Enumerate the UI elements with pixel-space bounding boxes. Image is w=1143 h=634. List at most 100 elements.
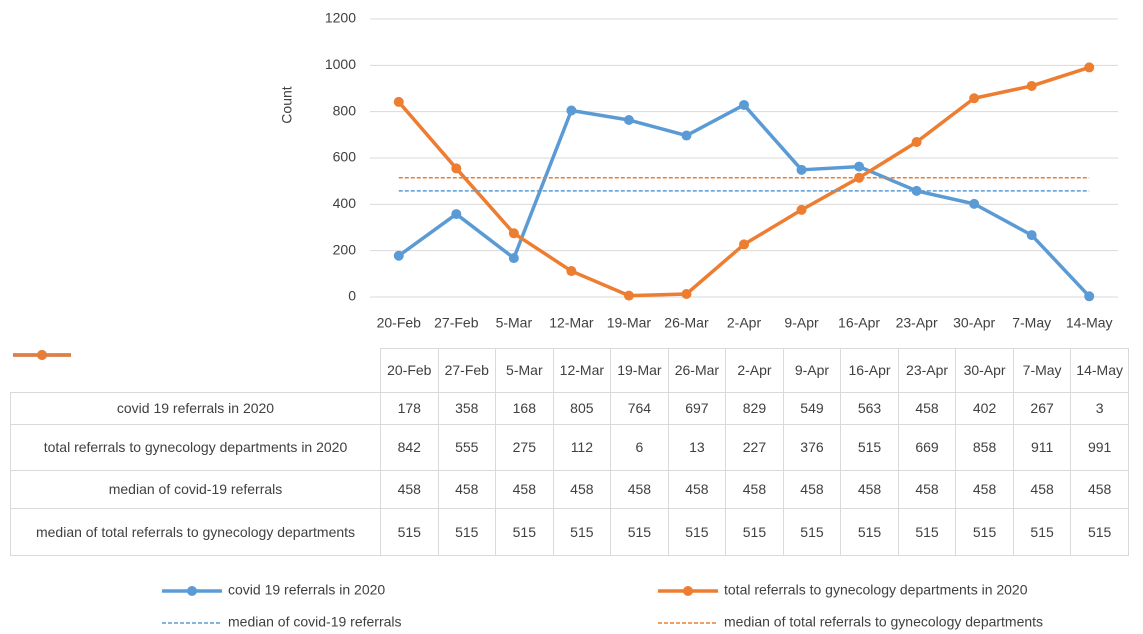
value-cell: 515: [1070, 508, 1129, 556]
row-header-content: covid 19 referrals in 2020: [12, 349, 379, 417]
point: [681, 130, 692, 141]
x-tick-label: 5-Mar: [496, 315, 533, 331]
x-tick-label: 26-Mar: [664, 315, 709, 331]
legend-marker: [683, 586, 693, 596]
row-header: median of covid-19 referrals: [10, 353, 381, 509]
legend-label: median of total referrals to gynecology …: [724, 614, 1043, 630]
value-cell: 358: [437, 392, 497, 425]
value-cell: 515: [437, 508, 497, 556]
value-cell: 515: [782, 508, 842, 556]
header-cell: 2-Apr: [725, 348, 784, 393]
row-header-content: median of total referrals to gynecology …: [12, 353, 379, 541]
x-tick-label: 16-Apr: [838, 315, 880, 331]
point: [623, 290, 634, 301]
value-cell: 829: [725, 392, 784, 425]
header-cell: 19-Mar: [610, 348, 669, 393]
value-cell: 555: [437, 424, 497, 471]
y-tick-label: 1000: [325, 56, 356, 72]
value-cell: 458: [1070, 470, 1129, 509]
value-cell: 458: [552, 470, 612, 509]
point: [739, 99, 749, 110]
y-tick-label: 200: [333, 241, 357, 257]
y-tick-label: 400: [333, 195, 357, 211]
point: [566, 105, 577, 116]
header-cell: 16-Apr: [840, 348, 899, 393]
series-name: covid 19 referrals in 2020: [116, 400, 275, 416]
point: [623, 115, 634, 126]
value-cell: 6: [610, 424, 669, 471]
point: [681, 288, 692, 299]
point: [1026, 80, 1037, 91]
y-tick-label: 1200: [325, 10, 356, 26]
header-cell: 5-Mar: [495, 348, 554, 393]
header-cell: 23-Apr: [897, 348, 957, 393]
x-tick-label: 30-Apr: [953, 315, 995, 331]
corner-cell: [10, 348, 381, 393]
value-cell: 3: [1070, 392, 1129, 425]
legend-label: total referrals to gynecology department…: [724, 582, 1028, 598]
value-cell: 458: [840, 470, 899, 509]
point: [739, 239, 749, 250]
x-tick-label: 7-May: [1012, 315, 1051, 331]
value-cell: 911: [1012, 424, 1072, 471]
value-cell: 275: [495, 424, 554, 471]
legend-marker: [36, 349, 47, 360]
x-tick-label: 12-Mar: [549, 315, 594, 331]
point: [854, 161, 865, 172]
value-cell: 515: [840, 508, 899, 556]
value-cell: 458: [437, 470, 497, 509]
series-name: total referrals to gynecology department…: [43, 439, 348, 455]
value-cell: 458: [610, 470, 669, 509]
point: [1084, 62, 1095, 73]
data-row: median of covid-19 referrals 458 458 458 458…: [10, 353, 1129, 509]
value-cell: 549: [782, 392, 842, 425]
row-swatch: [12, 353, 71, 356]
value-cell: 458: [897, 470, 957, 509]
value-cell: 697: [667, 392, 727, 425]
header-cell: 20-Feb: [380, 348, 439, 393]
value-cell: 515: [380, 508, 439, 556]
value-cell: 458: [1012, 470, 1072, 509]
point: [451, 163, 462, 174]
point: [969, 93, 980, 104]
series-line: [397, 103, 1091, 298]
x-tick-label: 19-Mar: [607, 315, 652, 331]
value-cell: 376: [782, 424, 842, 471]
row-header-content: total referrals to gynecology department…: [12, 349, 379, 456]
value-cell: 458: [955, 470, 1014, 509]
header-cell: 7-May: [1012, 348, 1072, 393]
y-tick-label: 800: [333, 102, 357, 118]
value-cell: 458: [495, 470, 554, 509]
x-tick-label: 2-Apr: [727, 315, 762, 331]
header-cell: 12-Mar: [552, 348, 612, 393]
header-cell: 30-Apr: [955, 348, 1014, 393]
point: [911, 137, 922, 148]
row-header-content: median of covid-19 referrals: [12, 353, 379, 498]
value-cell: 515: [1012, 508, 1072, 556]
data-row: covid 19 referrals in 2020 178 358 168 805 76…: [10, 349, 1129, 425]
x-tick-label: 9-Apr: [784, 315, 819, 331]
value-cell: 178: [380, 392, 439, 425]
point: [1084, 291, 1095, 302]
point: [508, 228, 519, 239]
y-tick-label: 0: [348, 288, 356, 304]
value-cell: 764: [610, 392, 669, 425]
value-cell: 515: [840, 424, 899, 471]
point: [451, 209, 462, 220]
value-cell: 515: [610, 508, 669, 556]
value-cell: 842: [380, 424, 439, 471]
point: [854, 172, 865, 183]
value-cell: 402: [955, 392, 1014, 425]
header-cell: 26-Mar: [667, 348, 727, 393]
point: [393, 96, 404, 107]
point: [796, 204, 807, 215]
value-cell: 991: [1070, 424, 1129, 471]
legend-marker: [187, 586, 197, 596]
value-cell: 112: [552, 424, 612, 471]
value-cell: 805: [552, 392, 612, 425]
value-cell: 515: [667, 508, 727, 556]
value-cell: 458: [897, 392, 957, 425]
x-tick-label: 14-May: [1066, 315, 1113, 331]
